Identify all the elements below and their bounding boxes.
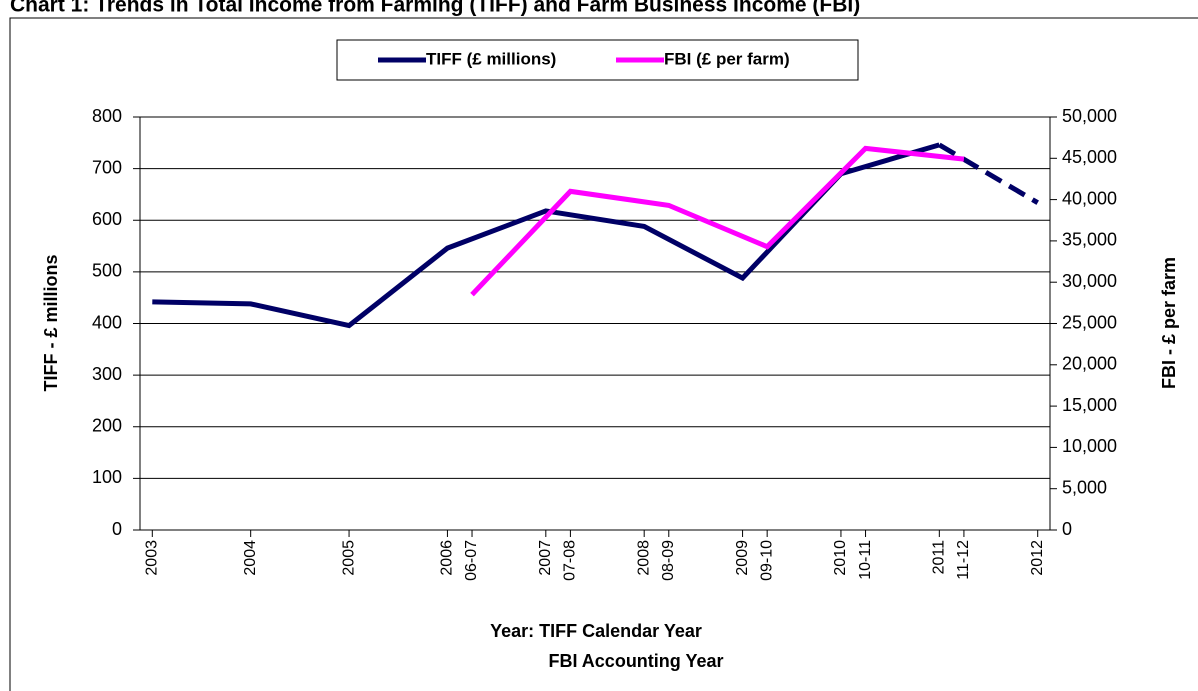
- x-tick-label: 2005: [340, 540, 357, 576]
- x-tick-label: 2008: [635, 540, 652, 576]
- legend-label: TIFF (£ millions): [426, 49, 556, 68]
- y-tick-label: 500: [92, 261, 122, 281]
- x-tick-label: 07-08: [562, 540, 579, 581]
- y2-tick-label: 25,000: [1062, 312, 1117, 332]
- y2-tick-label: 20,000: [1062, 354, 1117, 374]
- x-tick-label: 2011: [931, 540, 948, 575]
- x-axis-label: Year: TIFF Calendar Year: [490, 621, 702, 641]
- series-line-dashed: [938, 142, 1039, 205]
- x-tick-label: 08-09: [660, 540, 677, 581]
- x-tick-label: 2012: [1029, 540, 1046, 576]
- x-tick-label: 11-12: [955, 540, 972, 580]
- y-tick-label: 0: [112, 519, 122, 539]
- x-tick-label: 09-10: [758, 540, 775, 581]
- x-tick-label: 2003: [144, 540, 161, 576]
- y-axis-label: TIFF - £ millions: [41, 254, 61, 391]
- y2-axis-label: FBI - £ per farm: [1159, 257, 1179, 389]
- y-tick-label: 200: [92, 416, 122, 436]
- x-tick-label: 06-07: [463, 540, 480, 581]
- y2-tick-label: 35,000: [1062, 230, 1117, 250]
- series-line: [470, 145, 965, 297]
- y-tick-label: 700: [92, 157, 122, 177]
- x-tick-label: 2006: [439, 540, 456, 576]
- y2-tick-label: 50,000: [1062, 106, 1117, 126]
- y2-tick-label: 0: [1062, 519, 1072, 539]
- y-tick-label: 400: [92, 312, 122, 332]
- x-tick-label: 10-11: [857, 540, 874, 580]
- y-tick-label: 600: [92, 209, 122, 229]
- y-tick-label: 800: [92, 106, 122, 126]
- legend-label: FBI (£ per farm): [664, 49, 790, 68]
- y-tick-label: 100: [92, 467, 122, 487]
- y2-tick-label: 45,000: [1062, 147, 1117, 167]
- y2-tick-label: 15,000: [1062, 395, 1117, 415]
- y2-tick-label: 10,000: [1062, 436, 1117, 456]
- chart-frame: [9, 17, 1198, 691]
- y2-tick-label: 5,000: [1062, 477, 1107, 497]
- x-tick-label: 2010: [832, 540, 849, 576]
- x-axis-sublabel: FBI Accounting Year: [548, 651, 723, 671]
- x-tick-label: 2004: [242, 540, 259, 576]
- y2-tick-label: 30,000: [1062, 271, 1117, 291]
- x-tick-label: 2009: [734, 540, 751, 576]
- y2-tick-label: 40,000: [1062, 188, 1117, 208]
- chart-title: Chart 1: Trends in Total Income from Far…: [10, 0, 860, 17]
- y-tick-label: 300: [92, 364, 122, 384]
- x-tick-label: 2007: [537, 540, 554, 576]
